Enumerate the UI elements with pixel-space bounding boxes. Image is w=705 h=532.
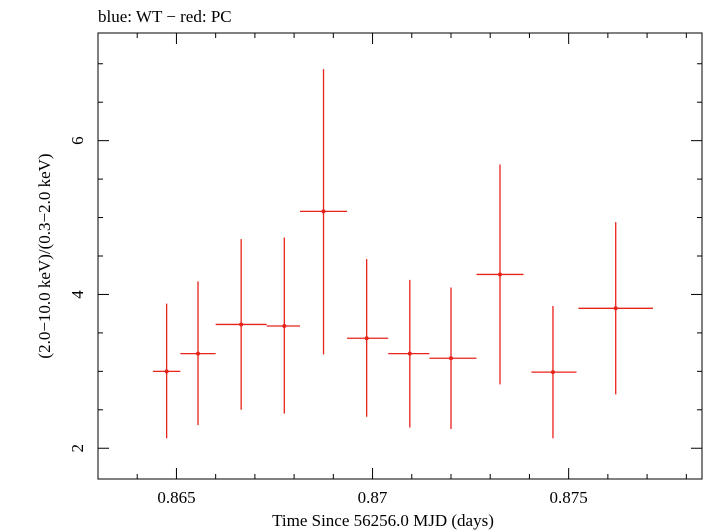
y-axis-label: (2.0−10.0 keV)/(0.3−2.0 keV) xyxy=(35,153,54,358)
point-marker xyxy=(364,336,369,341)
point-marker xyxy=(613,306,618,311)
point-marker xyxy=(239,322,244,327)
point-marker xyxy=(550,370,555,375)
data-point xyxy=(180,281,216,426)
point-marker xyxy=(448,356,453,361)
data-point xyxy=(476,164,524,385)
data-point xyxy=(299,69,348,355)
data-point xyxy=(429,287,477,430)
point-marker xyxy=(498,272,503,277)
axis-ticks xyxy=(97,33,702,479)
point-marker xyxy=(282,323,287,328)
x-tick-label: 0.865 xyxy=(157,488,195,507)
data-points xyxy=(152,69,653,439)
y-tick-label: 4 xyxy=(68,290,87,299)
point-marker xyxy=(407,351,412,356)
plot-frame xyxy=(97,32,703,480)
chart-title: blue: WT − red: PC xyxy=(98,7,232,26)
data-point xyxy=(266,237,300,414)
data-point xyxy=(578,222,653,395)
x-tick-label: 0.87 xyxy=(358,488,388,507)
y-tick-label: 2 xyxy=(68,444,87,453)
x-tick-label: 0.875 xyxy=(550,488,588,507)
point-marker xyxy=(321,209,326,214)
axis-tick-labels: 0.865 0.87 0.875 2 4 6 xyxy=(68,136,588,507)
data-point xyxy=(531,305,577,439)
data-point xyxy=(388,279,430,428)
point-marker xyxy=(164,369,169,374)
data-point xyxy=(152,303,181,439)
point-marker xyxy=(196,351,201,356)
x-axis-label: Time Since 56256.0 MJD (days) xyxy=(272,511,494,530)
y-tick-label: 6 xyxy=(68,136,87,145)
data-point xyxy=(347,259,389,417)
data-point xyxy=(215,239,267,410)
